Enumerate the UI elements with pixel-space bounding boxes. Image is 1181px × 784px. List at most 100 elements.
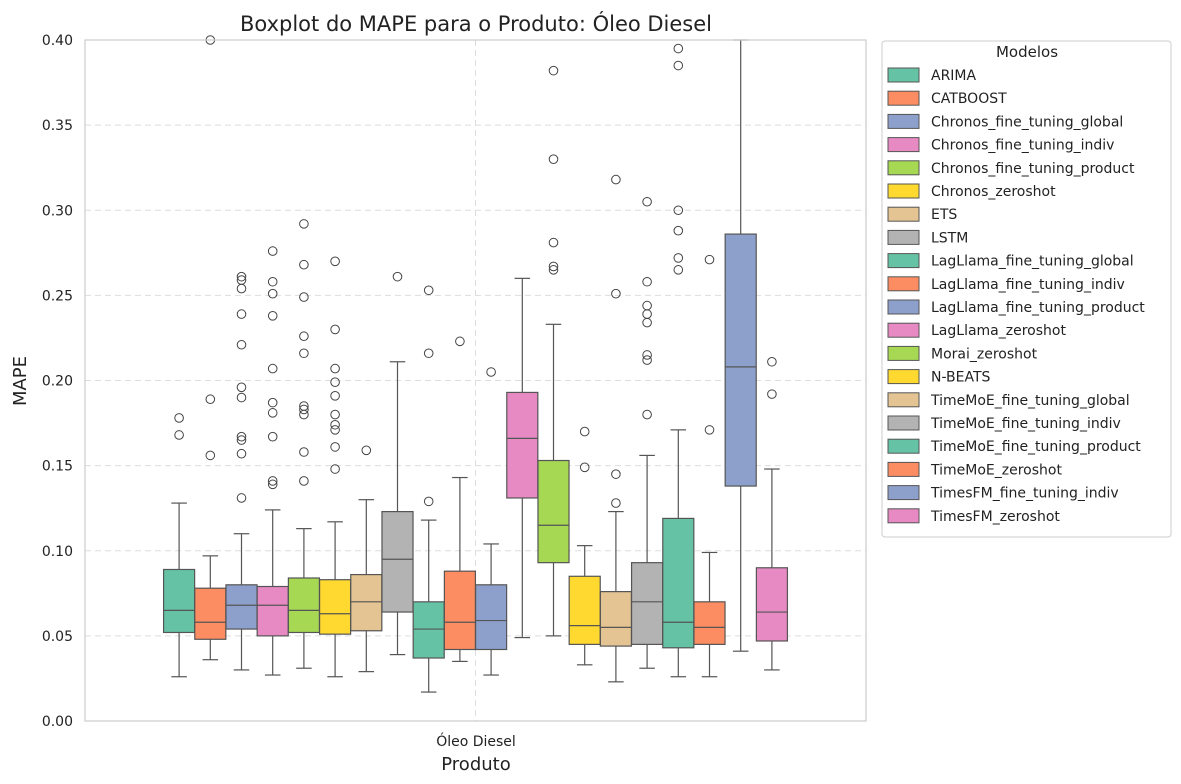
legend-label: LagLlama_fine_tuning_indiv: [931, 277, 1125, 293]
outlier-point: [642, 317, 652, 328]
legend-swatch: [887, 508, 920, 524]
outlier-point: [704, 425, 715, 435]
outlier-point: [673, 205, 684, 216]
legend-swatch: [887, 160, 920, 176]
outlier-point: [767, 356, 777, 367]
legend-swatch: [887, 415, 920, 431]
outlier-point: [299, 331, 309, 342]
legend-label: TimeMoE_fine_tuning_global: [930, 393, 1130, 409]
outlier-point: [299, 404, 309, 415]
iqr-box: [194, 587, 227, 640]
legend-swatch: [887, 345, 920, 361]
outlier-point: [299, 259, 309, 270]
outlier-point: [236, 275, 247, 285]
legend-item: Chronos_fine_tuning_product: [887, 160, 1135, 177]
outlier-point: [299, 476, 309, 486]
outlier-point: [267, 311, 278, 321]
iqr-box: [318, 579, 352, 635]
legend-item: ARIMA: [887, 67, 977, 84]
outlier-point: [455, 336, 465, 347]
outlier-point: [611, 469, 621, 479]
outlier-point: [548, 265, 559, 275]
outlier-point: [236, 448, 247, 459]
iqr-box: [506, 391, 539, 499]
outlier-point: [267, 408, 278, 418]
box-TimeMoE_fine_tuning_indiv: [630, 196, 664, 669]
outlier-point: [673, 265, 684, 275]
outlier-point: [267, 397, 278, 408]
legend-label: N-BEATS: [931, 370, 991, 386]
outlier-point: [423, 496, 434, 507]
iqr-box: [630, 562, 664, 645]
legend-item: TimesFM_zeroshot: [887, 508, 1060, 525]
legend-item: ETS: [887, 206, 957, 223]
legend-label: TimeMoE_zeroshot: [930, 462, 1062, 478]
legend-swatch: [887, 276, 920, 292]
x-tick-label: Óleo Diesel: [436, 732, 516, 750]
box-N-BEATS: [568, 426, 601, 666]
iqr-box: [693, 601, 726, 645]
outlier-point: [642, 350, 652, 360]
legend-label: LagLlama_fine_tuning_product: [931, 300, 1145, 316]
iqr-box: [350, 573, 383, 632]
plot-frame: [84, 39, 867, 722]
outlier-point: [642, 276, 652, 287]
iqr-box: [755, 567, 789, 642]
y-tick-label: 0.25: [42, 288, 73, 304]
legend-swatch: [887, 322, 920, 338]
legend-swatch: [887, 253, 920, 269]
outlier-point: [299, 409, 309, 420]
y-axis-label: MAPE: [10, 356, 31, 406]
legend-item: TimesFM_fine_tuning_indiv: [887, 485, 1119, 502]
y-tick-label: 0.10: [42, 544, 73, 560]
y-tick-label: 0.30: [42, 203, 73, 219]
iqr-box: [474, 584, 508, 651]
iqr-box: [256, 585, 289, 637]
iqr-box: [412, 601, 445, 659]
outlier-point: [579, 462, 590, 473]
legend-item: LagLlama_fine_tuning_product: [887, 299, 1145, 316]
outlier-point: [299, 219, 309, 229]
legend-label: Chronos_zeroshot: [931, 184, 1056, 200]
box-TimeMoE_fine_tuning_product: [662, 43, 695, 678]
y-tick-label: 0.20: [42, 374, 73, 390]
box-ARIMA: [162, 413, 196, 678]
outlier-point: [205, 394, 216, 405]
iqr-box: [568, 575, 601, 645]
box-Chronos_fine_tuning_product: [287, 219, 321, 669]
legend-item: LagLlama_fine_tuning_global: [887, 253, 1134, 270]
legend-label: Chronos_fine_tuning_global: [931, 114, 1123, 130]
outlier-point: [267, 479, 278, 490]
legend-swatch: [887, 113, 920, 129]
outlier-point: [236, 271, 247, 282]
legend-item: LSTM: [887, 229, 968, 246]
outlier-point: [611, 174, 621, 185]
outlier-point: [486, 367, 496, 377]
legend-item: Morai_zeroshot: [887, 345, 1038, 362]
box-ETS: [350, 445, 383, 673]
legend-label: LagLlama_fine_tuning_global: [931, 254, 1134, 270]
outlier-point: [330, 256, 340, 267]
legend-swatch: [887, 137, 920, 153]
outlier-point: [299, 447, 309, 457]
outlier-point: [673, 43, 684, 54]
outlier-point: [236, 392, 247, 403]
outlier-point: [423, 348, 434, 359]
box-TimesFM_zeroshot: [755, 356, 789, 671]
legend-swatch: [887, 229, 920, 245]
legend-swatch: [887, 90, 920, 106]
outlier-point: [642, 300, 652, 311]
outlier-point: [267, 246, 278, 256]
legend-label: TimeMoE_fine_tuning_indiv: [930, 416, 1121, 432]
box-LagLlama_fine_tuning_indiv: [443, 336, 477, 663]
outlier-point: [361, 445, 372, 456]
iqr-box: [381, 510, 414, 613]
outlier-point: [299, 401, 309, 411]
legend-label: TimeMoE_fine_tuning_product: [930, 439, 1141, 455]
box-TimesFM_fine_tuning_indiv: [724, 39, 757, 652]
outlier-point: [423, 285, 434, 296]
outlier-point: [548, 237, 559, 248]
outlier-point: [642, 196, 652, 207]
legend-item: TimeMoE_fine_tuning_indiv: [887, 415, 1121, 432]
